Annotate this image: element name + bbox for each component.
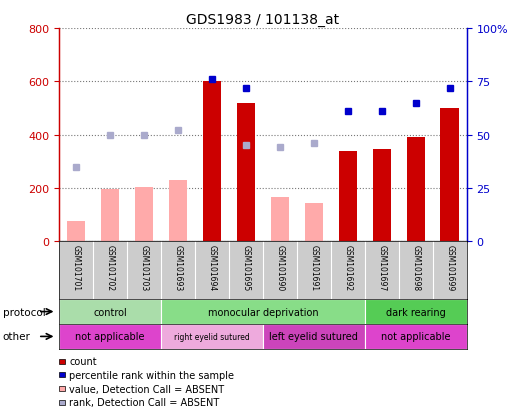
Text: left eyelid sutured: left eyelid sutured [269,332,358,342]
Bar [59,299,161,324]
Bar [59,324,161,349]
Text: control: control [93,307,127,317]
Bar [365,299,467,324]
Text: right eyelid sutured: right eyelid sutured [174,332,250,341]
Bar [203,82,221,242]
Bar [161,324,263,349]
Text: GSM101702: GSM101702 [106,244,114,290]
Text: not applicable: not applicable [381,332,450,342]
Text: GSM101692: GSM101692 [343,244,352,290]
Bar [67,222,85,242]
Bar [236,103,255,242]
Bar [305,203,323,242]
Text: GSM101697: GSM101697 [378,244,386,291]
Bar [441,109,459,242]
Text: GSM101694: GSM101694 [207,244,216,291]
Text: GSM101703: GSM101703 [140,244,148,291]
Text: GSM101695: GSM101695 [242,244,250,291]
Bar [134,187,153,242]
Text: GSM101699: GSM101699 [445,244,455,291]
Text: other: other [3,332,30,342]
Text: GSM101701: GSM101701 [71,244,81,290]
Text: GSM101691: GSM101691 [309,244,319,290]
Bar [169,180,187,242]
Text: value, Detection Call = ABSENT: value, Detection Call = ABSENT [69,384,224,394]
Text: protocol: protocol [3,307,45,317]
Bar [372,150,391,242]
Bar [270,198,289,242]
Text: not applicable: not applicable [75,332,145,342]
Bar [161,299,365,324]
Bar [101,190,120,242]
Bar [263,324,365,349]
Bar [406,138,425,242]
Bar [365,324,467,349]
Title: GDS1983 / 101138_at: GDS1983 / 101138_at [186,12,340,26]
Text: rank, Detection Call = ABSENT: rank, Detection Call = ABSENT [69,397,220,407]
Text: count: count [69,356,97,366]
Text: GSM101698: GSM101698 [411,244,420,290]
Text: monocular deprivation: monocular deprivation [208,307,318,317]
Text: GSM101693: GSM101693 [173,244,183,291]
Text: GSM101690: GSM101690 [275,244,284,291]
Bar [339,151,357,242]
Text: percentile rank within the sample: percentile rank within the sample [69,370,234,380]
Text: dark rearing: dark rearing [386,307,446,317]
